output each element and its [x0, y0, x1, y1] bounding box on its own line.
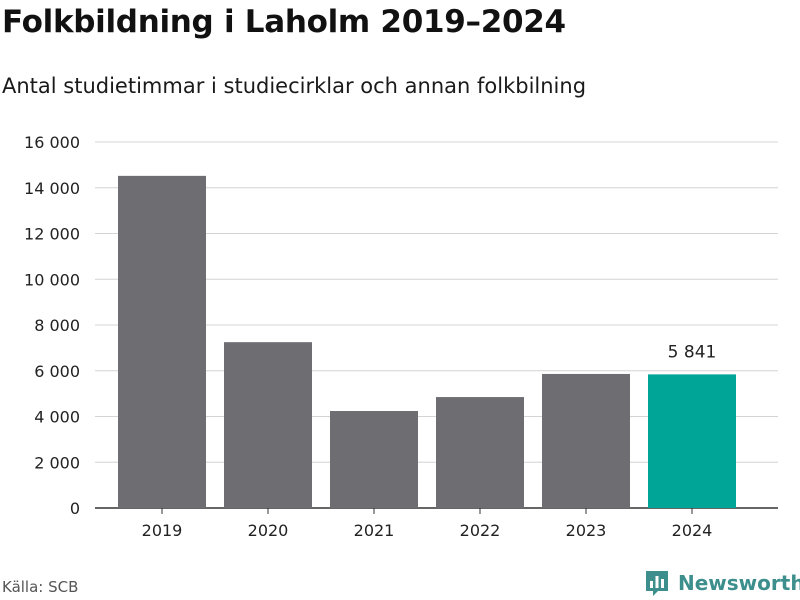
y-tick-label: 8 000	[34, 316, 80, 335]
y-tick-label: 14 000	[24, 179, 80, 198]
x-tick-label: 2021	[354, 521, 395, 540]
y-tick-label: 16 000	[24, 133, 80, 152]
newsworthy-logo-icon	[646, 571, 668, 596]
bars	[118, 175, 736, 509]
y-tick-label: 6 000	[34, 362, 80, 381]
data-labels: 5 841	[668, 342, 717, 362]
y-tick-label: 10 000	[24, 270, 80, 289]
bar-2019	[118, 175, 206, 509]
gridlines	[95, 141, 778, 509]
x-axis-ticks: 2019 2020 2021 2022 2023 2024	[142, 508, 713, 540]
chart-title: Folkbildning i Laholm 2019–2024	[2, 4, 566, 40]
brand-logo[interactable]: Newsworthy	[644, 569, 800, 597]
bar-2020	[224, 342, 312, 508]
bar-2021	[330, 411, 418, 508]
x-tick-label: 2024	[672, 521, 713, 540]
data-label: 5 841	[668, 342, 717, 362]
chart-subtitle: Antal studietimmar i studiecirklar och a…	[2, 74, 587, 98]
bar-2022	[436, 397, 524, 508]
brand-name: Newsworthy	[678, 571, 800, 595]
x-tick-label: 2019	[142, 521, 183, 540]
y-tick-label: 0	[70, 499, 80, 518]
x-tick-label: 2023	[566, 521, 607, 540]
y-tick-label: 12 000	[24, 225, 80, 244]
x-tick-label: 2022	[460, 521, 501, 540]
bar-2024	[648, 374, 736, 508]
bar-2023	[542, 373, 630, 508]
x-tick-label: 2020	[248, 521, 289, 540]
source-note: Källa: SCB	[2, 578, 79, 596]
y-tick-label: 2 000	[34, 453, 80, 472]
y-tick-label: 4 000	[34, 408, 80, 427]
y-axis-ticks: 0 2 000 4 000 6 000 8 000 10 000 12 000 14 000 1…	[24, 133, 80, 518]
